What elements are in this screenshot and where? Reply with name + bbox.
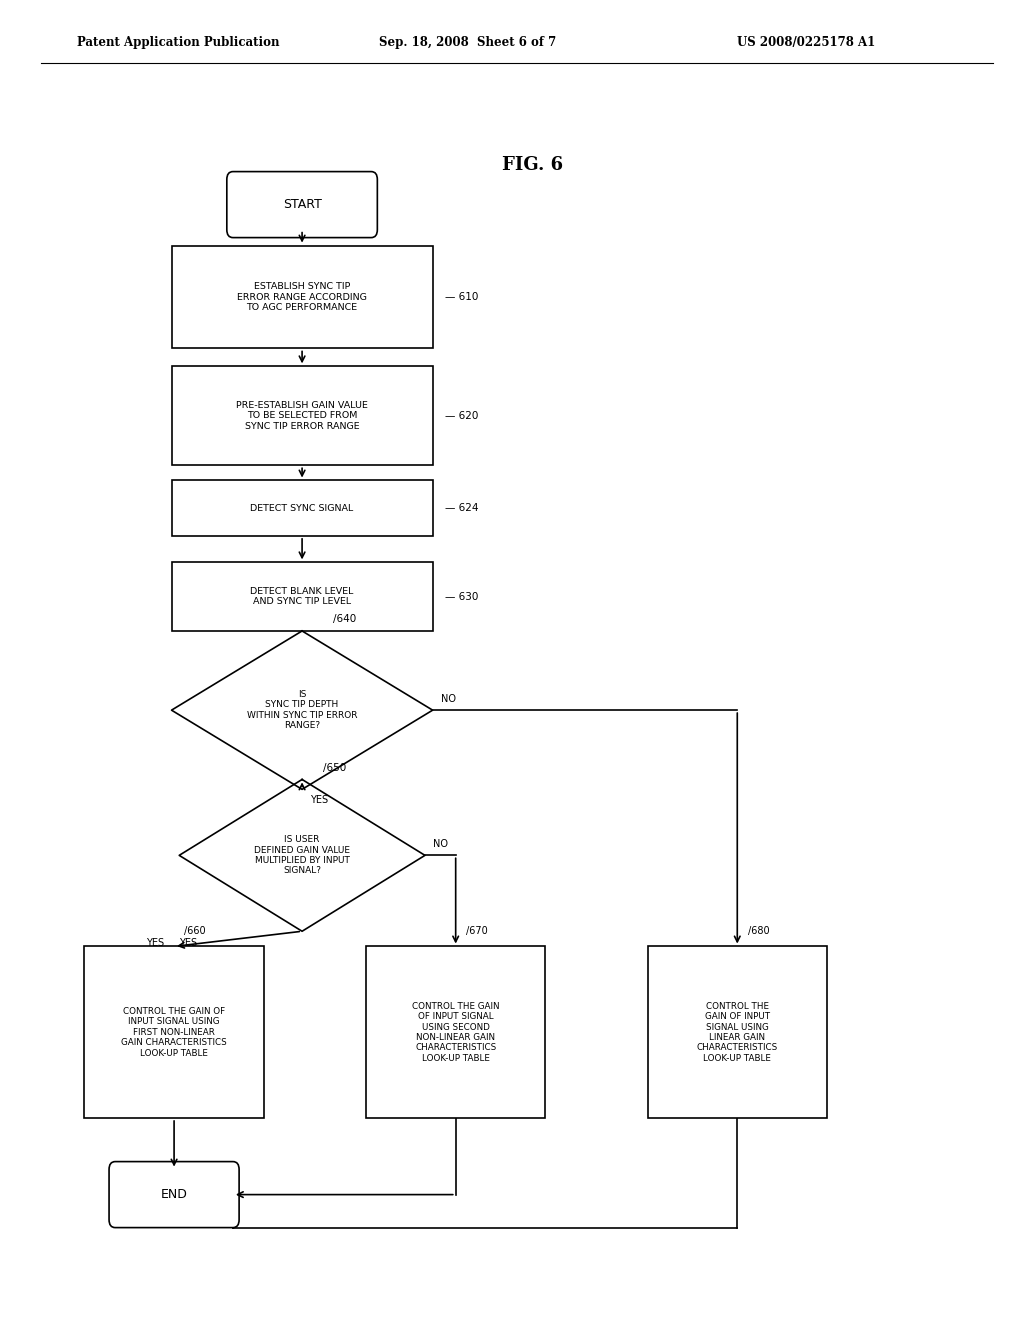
- Text: /640: /640: [333, 614, 356, 624]
- Text: START: START: [283, 198, 322, 211]
- Text: Sep. 18, 2008  Sheet 6 of 7: Sep. 18, 2008 Sheet 6 of 7: [379, 36, 556, 49]
- Text: ESTABLISH SYNC TIP
ERROR RANGE ACCORDING
TO AGC PERFORMANCE: ESTABLISH SYNC TIP ERROR RANGE ACCORDING…: [238, 282, 367, 312]
- Text: Patent Application Publication: Patent Application Publication: [77, 36, 280, 49]
- FancyBboxPatch shape: [171, 480, 432, 536]
- Text: CONTROL THE GAIN OF
INPUT SIGNAL USING
FIRST NON-LINEAR
GAIN CHARACTERISTICS
LOO: CONTROL THE GAIN OF INPUT SIGNAL USING F…: [121, 1007, 227, 1057]
- Text: YES: YES: [145, 937, 164, 948]
- FancyBboxPatch shape: [226, 172, 377, 238]
- Text: NO: NO: [433, 838, 449, 849]
- Text: /650: /650: [323, 763, 346, 774]
- FancyBboxPatch shape: [647, 946, 826, 1118]
- Text: NO: NO: [440, 693, 456, 704]
- Text: /680: /680: [748, 925, 769, 936]
- Text: IS USER
DEFINED GAIN VALUE
MULTIPLIED BY INPUT
SIGNAL?: IS USER DEFINED GAIN VALUE MULTIPLIED BY…: [254, 836, 350, 875]
- FancyBboxPatch shape: [171, 562, 432, 631]
- Text: FIG. 6: FIG. 6: [502, 156, 563, 174]
- Text: — 620: — 620: [444, 411, 478, 421]
- Text: CONTROL THE GAIN
OF INPUT SIGNAL
USING SECOND
NON-LINEAR GAIN
CHARACTERISTICS
LO: CONTROL THE GAIN OF INPUT SIGNAL USING S…: [412, 1002, 500, 1063]
- Text: YES: YES: [179, 937, 198, 948]
- FancyBboxPatch shape: [85, 946, 264, 1118]
- Text: /660: /660: [184, 925, 206, 936]
- FancyBboxPatch shape: [171, 366, 432, 465]
- FancyBboxPatch shape: [171, 246, 432, 348]
- Text: PRE-ESTABLISH GAIN VALUE
TO BE SELECTED FROM
SYNC TIP ERROR RANGE: PRE-ESTABLISH GAIN VALUE TO BE SELECTED …: [237, 401, 368, 430]
- Text: /670: /670: [466, 925, 487, 936]
- Text: IS
SYNC TIP DEPTH
WITHIN SYNC TIP ERROR
RANGE?: IS SYNC TIP DEPTH WITHIN SYNC TIP ERROR …: [247, 690, 357, 730]
- FancyBboxPatch shape: [367, 946, 545, 1118]
- Text: — 624: — 624: [444, 503, 478, 513]
- Text: YES: YES: [310, 795, 329, 805]
- Text: — 630: — 630: [444, 591, 478, 602]
- FancyBboxPatch shape: [110, 1162, 240, 1228]
- Text: DETECT BLANK LEVEL
AND SYNC TIP LEVEL: DETECT BLANK LEVEL AND SYNC TIP LEVEL: [251, 587, 353, 606]
- Text: DETECT SYNC SIGNAL: DETECT SYNC SIGNAL: [251, 504, 353, 512]
- Text: END: END: [161, 1188, 187, 1201]
- Text: US 2008/0225178 A1: US 2008/0225178 A1: [737, 36, 876, 49]
- Text: — 610: — 610: [444, 292, 478, 302]
- Text: CONTROL THE
GAIN OF INPUT
SIGNAL USING
LINEAR GAIN
CHARACTERISTICS
LOOK-UP TABLE: CONTROL THE GAIN OF INPUT SIGNAL USING L…: [696, 1002, 778, 1063]
